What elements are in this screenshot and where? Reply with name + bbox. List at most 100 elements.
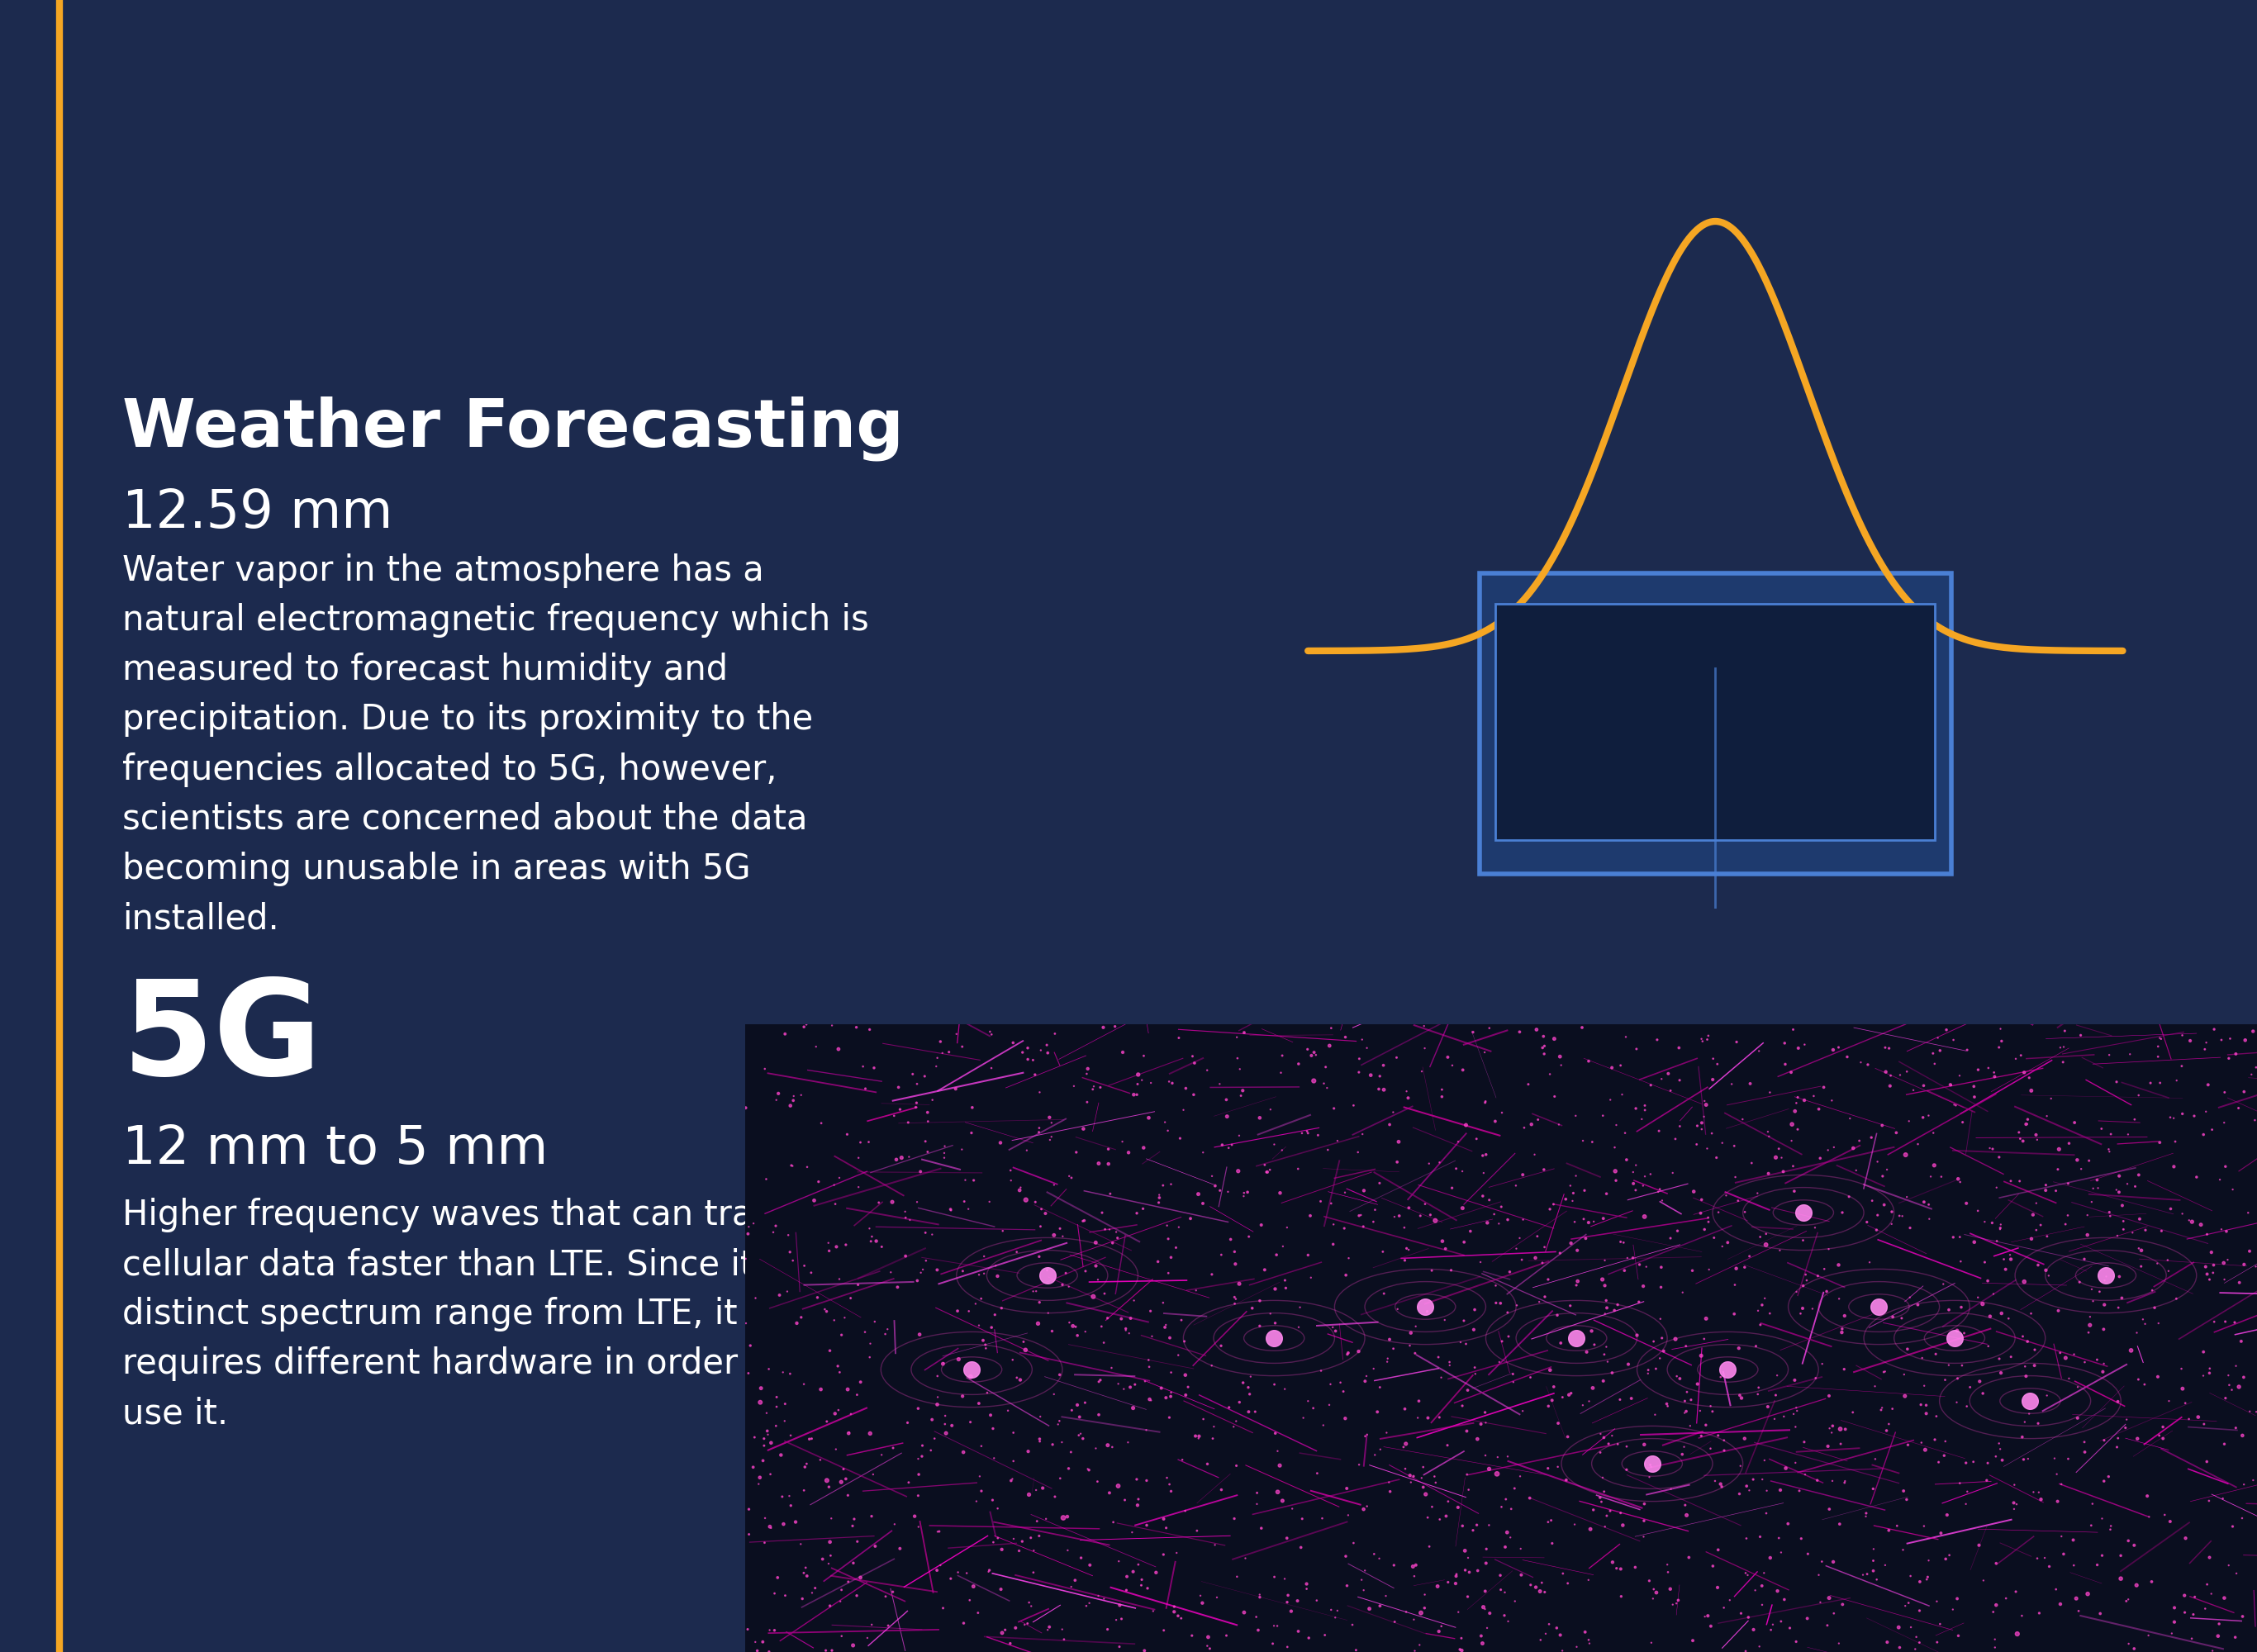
Text: Weather Forecasting: Weather Forecasting — [122, 396, 903, 461]
Point — [1661, 1113, 1697, 1140]
Point — [1314, 1014, 1350, 1041]
Point — [1964, 1290, 2000, 1317]
Point — [1022, 1196, 1059, 1222]
Point — [1379, 1148, 1415, 1175]
Point — [1467, 1409, 1503, 1436]
Point — [1587, 1479, 1623, 1505]
Point — [1643, 1274, 1679, 1300]
Point — [1160, 1602, 1196, 1629]
Point — [1257, 1275, 1293, 1302]
Point — [1259, 1437, 1296, 1464]
Point — [1528, 1621, 1564, 1647]
Point — [2173, 1209, 2210, 1236]
Point — [799, 1034, 835, 1061]
Point — [747, 1530, 783, 1556]
Point — [1923, 1163, 1959, 1189]
Point — [2029, 1222, 2065, 1249]
Point — [1050, 1536, 1086, 1563]
Point — [1483, 1493, 1519, 1520]
Point — [1609, 1244, 1645, 1270]
Point — [1618, 1322, 1654, 1348]
Point — [1381, 1203, 1417, 1229]
Point — [1307, 1070, 1343, 1097]
Point — [1921, 1449, 1957, 1475]
Point — [2140, 1310, 2176, 1336]
Point — [1747, 1285, 1783, 1312]
Point — [1880, 1614, 1916, 1640]
Point — [864, 1234, 901, 1260]
Point — [1785, 1272, 1821, 1298]
Point — [1584, 1265, 1621, 1292]
Point — [2142, 1422, 2178, 1449]
Point — [2151, 1257, 2187, 1284]
Point — [961, 1262, 998, 1289]
Point — [2061, 1269, 2097, 1295]
Point — [1101, 1593, 1138, 1619]
Point — [1079, 1252, 1115, 1279]
Point — [1812, 1497, 1848, 1523]
Point — [932, 1566, 968, 1593]
Point — [2171, 1028, 2207, 1054]
Point — [919, 1384, 955, 1411]
Point — [2002, 1125, 2038, 1151]
Point — [1982, 1143, 2018, 1170]
Point — [1815, 1548, 1851, 1574]
Point — [1993, 1343, 2029, 1370]
Point — [808, 1467, 844, 1493]
Point — [1747, 1447, 1783, 1474]
Point — [1081, 1368, 1117, 1394]
Point — [1941, 1470, 1977, 1497]
Point — [1700, 1536, 1736, 1563]
Point — [1395, 1464, 1431, 1490]
Point — [774, 1087, 810, 1113]
Point — [1927, 1546, 1964, 1573]
Point — [1268, 1634, 1305, 1652]
Point — [736, 1424, 772, 1450]
Point — [1469, 1536, 1505, 1563]
Point — [1086, 1330, 1122, 1356]
Point — [1007, 1611, 1043, 1637]
Point — [1065, 1208, 1101, 1234]
Point — [1189, 1450, 1226, 1477]
Point — [1569, 1226, 1605, 1252]
Point — [770, 1222, 806, 1249]
Point — [1390, 1237, 1426, 1264]
Point — [1519, 1222, 1555, 1249]
Point — [1311, 1391, 1347, 1417]
Point — [1891, 1563, 1927, 1589]
Point — [1797, 1082, 1833, 1108]
Point — [1858, 1373, 1894, 1399]
Point — [2110, 1631, 2146, 1652]
Point — [1666, 1399, 1702, 1426]
Point — [971, 1558, 1007, 1584]
Point — [1034, 1431, 1070, 1457]
Point — [1255, 1631, 1291, 1652]
Point — [1864, 1163, 1900, 1189]
Point — [1417, 1208, 1454, 1234]
Point — [1794, 1295, 1830, 1322]
Point — [1438, 1561, 1474, 1588]
Point — [2117, 1107, 2153, 1133]
Point — [1296, 1067, 1332, 1094]
Point — [1223, 1082, 1259, 1108]
Point — [2144, 1414, 2180, 1441]
Point — [1643, 1305, 1679, 1332]
Point — [1126, 1135, 1162, 1161]
Point — [752, 1356, 788, 1383]
Point — [1463, 1622, 1499, 1649]
Point — [1542, 1112, 1578, 1138]
Point — [1370, 1469, 1406, 1495]
Point — [889, 1108, 925, 1135]
Point — [1449, 1112, 1485, 1138]
Point — [761, 1564, 797, 1591]
Point — [1356, 1541, 1393, 1568]
Point — [1219, 1024, 1255, 1051]
Point — [910, 1099, 946, 1125]
Point — [1916, 1051, 1952, 1077]
Point — [2009, 1107, 2045, 1133]
Point — [1131, 1353, 1167, 1379]
Point — [1043, 1361, 1079, 1388]
Point — [1189, 1057, 1226, 1084]
Point — [2106, 1208, 2142, 1234]
Point — [1573, 1517, 1609, 1543]
